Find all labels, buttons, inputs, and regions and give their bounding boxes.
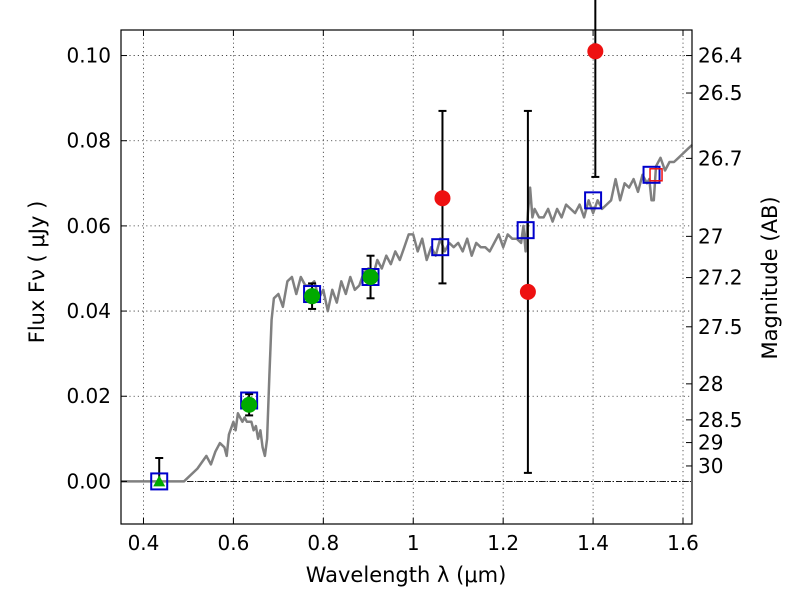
x-tick-label: 1.2: [487, 531, 519, 555]
magnitude-tick-label: 26.4: [698, 44, 743, 68]
x-tick-label: 0.4: [128, 531, 160, 555]
model-photometry-square: [516, 221, 535, 240]
grid: [121, 30, 692, 524]
y-axis-left: 0.00 0.02 0.04 0.06 0.08 0.10: [66, 44, 127, 493]
y-axis-right-label: Magnitude (AB): [758, 196, 782, 359]
model-photometry-square: [584, 191, 603, 210]
low-sn-point: [587, 43, 604, 60]
magnitude-tick-label: 26.7: [698, 146, 743, 170]
x-tick-label: 1: [407, 531, 420, 555]
red-square-point: [649, 168, 663, 182]
model-photometry-square: [431, 238, 450, 257]
magnitude-tick-label: 27.2: [698, 266, 743, 290]
model-spectrum-line: [121, 144, 693, 483]
x-axis-label: Wavelength λ (μm): [306, 563, 507, 587]
x-tick-label: 0.6: [217, 531, 249, 555]
y-axis-label: Flux Fν ( μJy ): [25, 201, 49, 344]
magnitude-tick-label: 27.5: [698, 315, 743, 339]
x-axis: 0.4 0.6 0.8 1 1.2 1.4 1.6: [128, 30, 699, 555]
magnitude-tick-label: 29: [698, 431, 723, 455]
model-photometry-square: [642, 165, 661, 184]
detection-point: [241, 396, 258, 413]
model-photometry-square: [150, 472, 169, 491]
y-tick-label: 0.06: [66, 214, 111, 238]
upper-limit-triangle: [153, 475, 166, 487]
magnitude-tick-label: 28.5: [698, 408, 743, 432]
detection-point: [304, 288, 321, 305]
low-sn-point: [519, 283, 536, 300]
magnitude-tick-label: 27: [698, 224, 723, 248]
y-tick-label: 0.02: [66, 384, 111, 408]
x-tick-label: 1.6: [667, 531, 699, 555]
error-bars: [155, 0, 600, 482]
y-tick-label: 0.00: [66, 469, 111, 493]
y-tick-label: 0.08: [66, 129, 111, 153]
y-tick-label: 0.04: [66, 299, 111, 323]
low-sn-point: [434, 190, 451, 207]
magnitude-tick-label: 30: [698, 454, 723, 478]
detection-point: [362, 269, 379, 285]
magnitude-tick-label: 26.5: [698, 81, 743, 105]
y-tick-label: 0.10: [66, 44, 111, 68]
plot-frame: [120, 29, 693, 525]
data-points: [153, 43, 663, 487]
magnitude-tick-label: 28: [698, 372, 723, 396]
x-tick-label: 0.8: [307, 531, 339, 555]
x-tick-label: 1.4: [577, 531, 609, 555]
